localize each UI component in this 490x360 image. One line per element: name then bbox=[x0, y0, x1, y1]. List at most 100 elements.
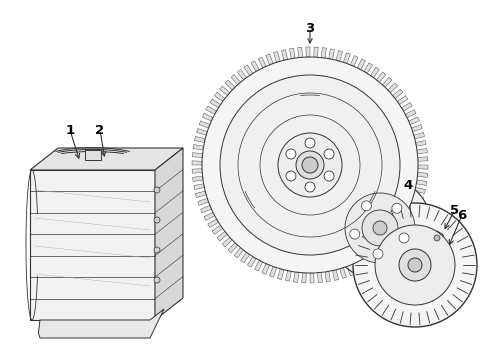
Polygon shape bbox=[413, 195, 423, 202]
Polygon shape bbox=[244, 65, 253, 76]
Polygon shape bbox=[340, 268, 346, 278]
Polygon shape bbox=[414, 132, 424, 139]
Polygon shape bbox=[155, 148, 183, 320]
Polygon shape bbox=[266, 54, 273, 65]
Polygon shape bbox=[417, 149, 427, 154]
Circle shape bbox=[324, 149, 334, 159]
Polygon shape bbox=[294, 272, 299, 282]
Polygon shape bbox=[255, 260, 263, 271]
Polygon shape bbox=[297, 47, 302, 58]
Circle shape bbox=[362, 201, 371, 211]
Circle shape bbox=[434, 235, 440, 241]
Polygon shape bbox=[318, 273, 322, 283]
Circle shape bbox=[399, 249, 431, 281]
Polygon shape bbox=[220, 86, 230, 95]
Polygon shape bbox=[402, 103, 412, 111]
Circle shape bbox=[296, 151, 324, 179]
Polygon shape bbox=[412, 125, 422, 132]
Polygon shape bbox=[325, 271, 330, 282]
Circle shape bbox=[408, 258, 422, 272]
Polygon shape bbox=[30, 148, 183, 170]
Polygon shape bbox=[231, 75, 241, 85]
Circle shape bbox=[392, 203, 402, 213]
Polygon shape bbox=[361, 258, 369, 269]
Polygon shape bbox=[38, 309, 164, 338]
Polygon shape bbox=[379, 245, 389, 255]
Polygon shape bbox=[192, 169, 202, 173]
Polygon shape bbox=[354, 262, 362, 273]
Polygon shape bbox=[417, 172, 428, 177]
Polygon shape bbox=[416, 140, 426, 146]
Polygon shape bbox=[273, 51, 280, 62]
Text: 2: 2 bbox=[96, 123, 104, 136]
Circle shape bbox=[286, 171, 296, 181]
Polygon shape bbox=[397, 96, 408, 105]
Polygon shape bbox=[382, 77, 392, 87]
Polygon shape bbox=[410, 202, 421, 209]
Polygon shape bbox=[310, 273, 314, 283]
Polygon shape bbox=[84, 150, 100, 160]
Polygon shape bbox=[215, 93, 225, 102]
Polygon shape bbox=[416, 180, 427, 185]
Polygon shape bbox=[405, 109, 416, 118]
Circle shape bbox=[345, 193, 415, 263]
Polygon shape bbox=[237, 69, 246, 80]
Polygon shape bbox=[204, 212, 215, 220]
Polygon shape bbox=[385, 240, 395, 250]
Polygon shape bbox=[210, 99, 220, 108]
Polygon shape bbox=[370, 67, 379, 78]
Circle shape bbox=[154, 187, 160, 193]
Polygon shape bbox=[321, 48, 326, 58]
Polygon shape bbox=[336, 50, 343, 61]
Circle shape bbox=[302, 157, 318, 173]
Text: 5: 5 bbox=[450, 203, 460, 216]
Polygon shape bbox=[373, 250, 383, 261]
Polygon shape bbox=[262, 264, 270, 274]
Polygon shape bbox=[222, 237, 232, 247]
Polygon shape bbox=[193, 176, 203, 181]
Polygon shape bbox=[306, 47, 310, 57]
Polygon shape bbox=[415, 188, 425, 194]
Polygon shape bbox=[208, 219, 219, 228]
Circle shape bbox=[154, 277, 160, 283]
Polygon shape bbox=[431, 231, 443, 245]
Polygon shape bbox=[30, 170, 155, 320]
Polygon shape bbox=[357, 59, 366, 69]
Polygon shape bbox=[409, 117, 419, 125]
Polygon shape bbox=[193, 144, 204, 150]
Circle shape bbox=[305, 138, 315, 148]
Polygon shape bbox=[395, 229, 405, 238]
Polygon shape bbox=[407, 209, 418, 217]
Circle shape bbox=[286, 149, 296, 159]
Circle shape bbox=[154, 217, 160, 223]
Polygon shape bbox=[367, 255, 376, 265]
Text: 3: 3 bbox=[305, 22, 315, 35]
Circle shape bbox=[399, 233, 409, 243]
Circle shape bbox=[373, 221, 387, 235]
Polygon shape bbox=[404, 216, 414, 224]
Polygon shape bbox=[277, 269, 284, 279]
Polygon shape bbox=[343, 53, 350, 63]
Circle shape bbox=[220, 75, 400, 255]
Circle shape bbox=[362, 210, 398, 246]
Polygon shape bbox=[388, 83, 398, 93]
Polygon shape bbox=[194, 184, 204, 189]
Polygon shape bbox=[195, 136, 205, 143]
Polygon shape bbox=[206, 106, 217, 114]
Polygon shape bbox=[286, 271, 291, 281]
Polygon shape bbox=[418, 165, 428, 169]
Circle shape bbox=[328, 176, 432, 280]
Circle shape bbox=[353, 203, 477, 327]
Polygon shape bbox=[329, 49, 335, 59]
Polygon shape bbox=[302, 273, 306, 283]
Polygon shape bbox=[390, 234, 400, 244]
Polygon shape bbox=[196, 129, 207, 135]
Text: 1: 1 bbox=[66, 123, 74, 136]
Polygon shape bbox=[196, 191, 206, 198]
Circle shape bbox=[305, 182, 315, 192]
Polygon shape bbox=[314, 47, 318, 57]
Polygon shape bbox=[376, 72, 386, 82]
Polygon shape bbox=[247, 257, 256, 267]
Circle shape bbox=[202, 57, 418, 273]
Polygon shape bbox=[364, 63, 372, 73]
